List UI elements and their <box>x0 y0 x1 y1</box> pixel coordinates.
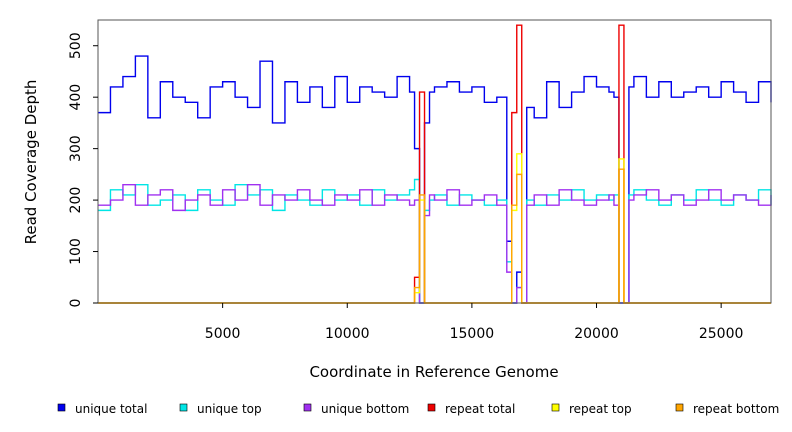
x-tick-label: 15000 <box>450 326 495 342</box>
legend: unique total unique top unique bottom repea… <box>57 402 779 416</box>
legend-swatch <box>303 403 312 412</box>
x-tick-label: 20000 <box>574 326 619 342</box>
y-tick-label: 200 <box>68 187 84 214</box>
series-layer <box>98 24 772 304</box>
series-line-unique-bottom <box>98 183 772 304</box>
legend-item: repeat total <box>427 402 515 416</box>
legend-swatch <box>675 403 684 412</box>
legend-swatch <box>551 403 560 412</box>
y-tick-label: 0 <box>68 299 84 308</box>
plot-frame <box>97 19 772 304</box>
y-tick-label: 100 <box>68 238 84 265</box>
legend-item: unique bottom <box>303 402 409 416</box>
legend-item: repeat bottom <box>675 402 779 416</box>
legend-item: unique total <box>57 402 147 416</box>
legend-label: unique total <box>75 402 147 416</box>
x-tick-label: 25000 <box>699 326 744 342</box>
legend-label: repeat total <box>445 402 515 416</box>
y-tick-label: 400 <box>68 84 84 111</box>
axes-layer: 5000 10000 15000 20000 25000 0 100 200 300 400 500 <box>68 32 743 342</box>
x-tick-label: 10000 <box>325 326 370 342</box>
legend-swatch <box>179 403 188 412</box>
legend-label: unique top <box>197 402 262 416</box>
legend-swatch <box>57 403 66 412</box>
legend-label: repeat bottom <box>693 402 779 416</box>
y-tick-label: 300 <box>68 135 84 162</box>
x-tick-label: 5000 <box>205 326 241 342</box>
x-axis-label: Coordinate in Reference Genome <box>309 363 558 381</box>
legend-item: unique top <box>179 402 262 416</box>
series-line-repeat-total <box>98 24 771 304</box>
legend-item: repeat top <box>551 402 632 416</box>
y-tick-label: 500 <box>68 32 84 59</box>
legend-swatch <box>427 403 436 412</box>
legend-label: repeat top <box>569 402 632 416</box>
y-axis-label: Read Coverage Depth <box>22 80 40 245</box>
legend-label: unique bottom <box>321 402 409 416</box>
series-line-unique-total <box>98 55 772 304</box>
series-line-repeat-top <box>98 153 771 304</box>
